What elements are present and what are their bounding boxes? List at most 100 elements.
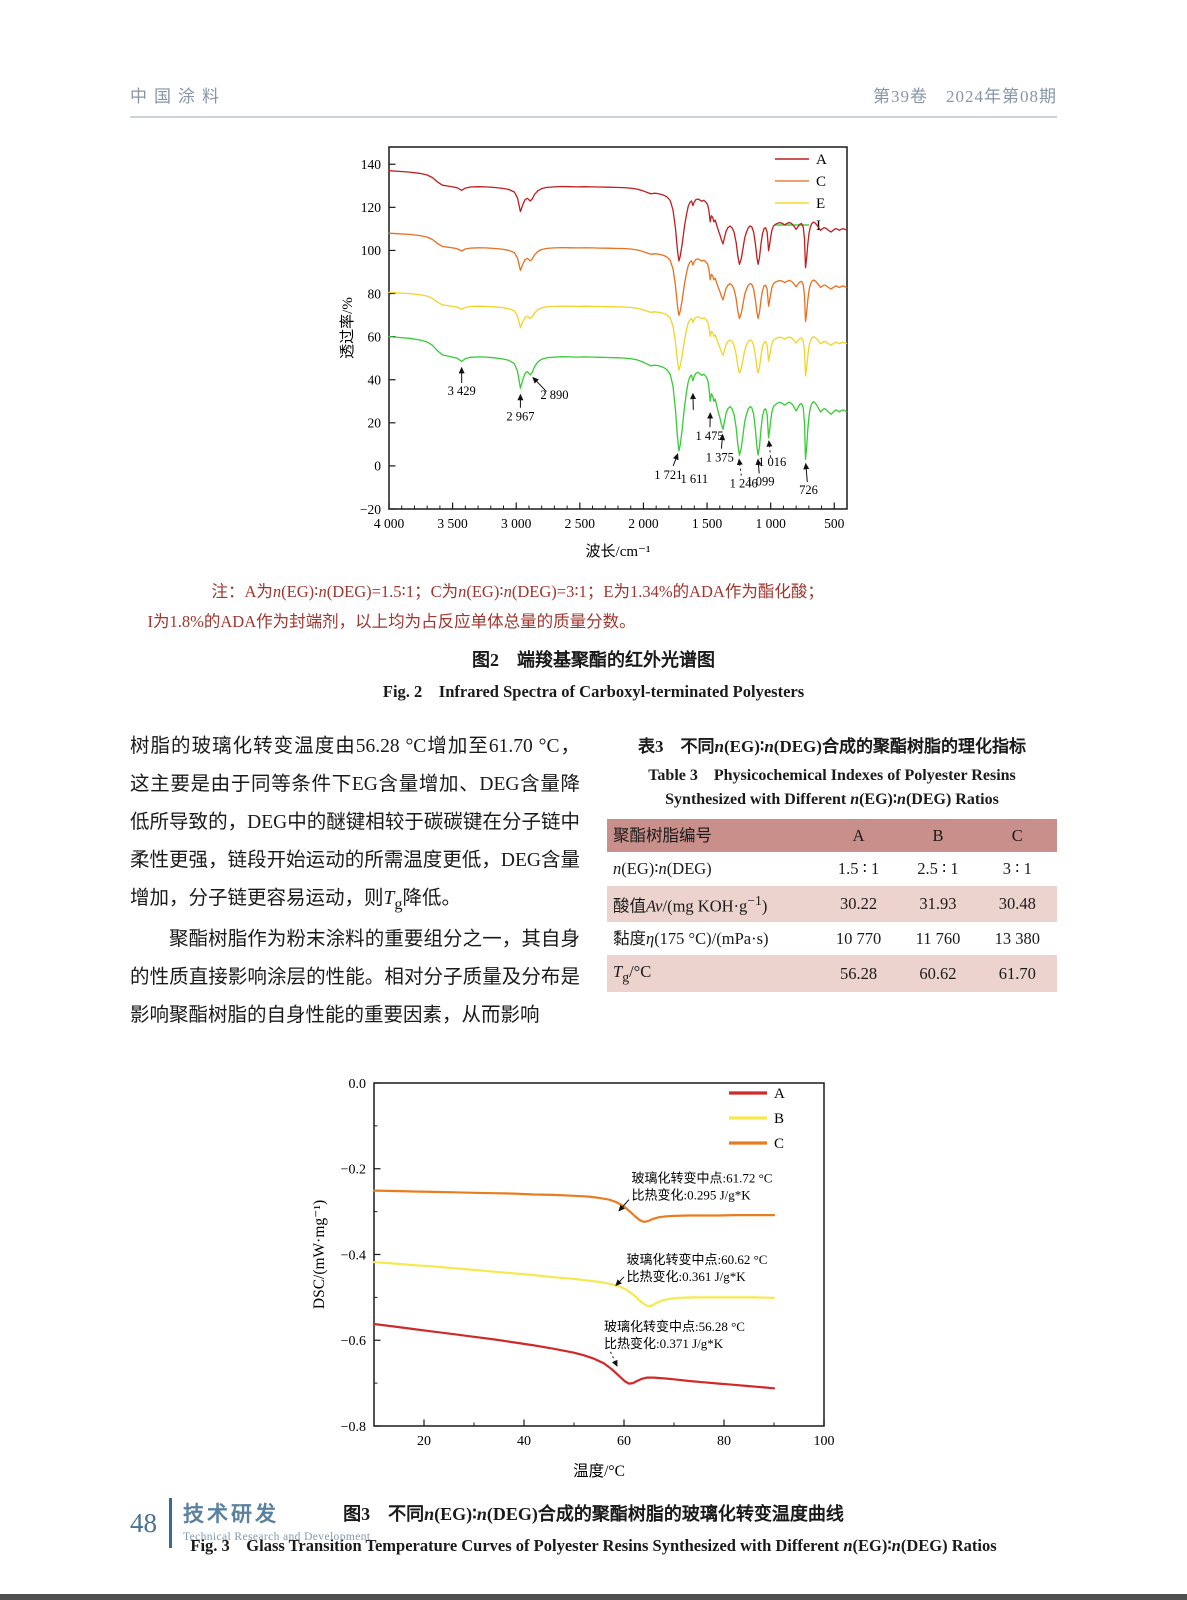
table-cell: 1.5 ∶ 1 [837,859,880,879]
table-cell: 10 770 [835,929,882,949]
page-footer: 48 技术研发 Technical Research and Developme… [130,1498,370,1548]
svg-text:726: 726 [799,483,818,497]
body-text-column: 树脂的玻璃化转变温度由56.28 °C增加至61.70 °C，这主要是由于同等条… [130,728,580,1035]
table-cell: 56.28 [818,955,899,992]
svg-text:0: 0 [374,459,381,474]
svg-text:80: 80 [717,1434,731,1449]
page-number: 48 [130,1507,157,1538]
table-cell: A [818,819,899,853]
figure-3-caption-en: Fig. 3 Glass Transition Temperature Curv… [190,1536,997,1556]
svg-text:透过率/%: 透过率/% [339,297,356,359]
svg-text:C: C [774,1136,784,1152]
svg-text:3 500: 3 500 [437,516,468,531]
figure-3: 20 40 60 80 100 0.0 −0.2 −0.4 −0.6 −0.8 温度/°C DSC/(… [130,1061,1057,1556]
table-cell: B [898,819,978,853]
table-3-title-zh: 表3 不同n(EG)∶n(DEG)合成的聚酯树脂的理化指标 [638,737,1026,757]
svg-text:C: C [816,174,826,190]
table-cell: 聚酯树脂编号 [607,819,819,853]
table-cell: 2.5 ∶ 1 [917,859,959,879]
svg-text:2 967: 2 967 [506,410,534,424]
table-row: n(EG)∶n(DEG) 1.5 ∶ 1 2.5 ∶ 1 3 ∶ 1 [607,852,1057,885]
svg-text:1 475: 1 475 [695,429,723,443]
svg-text:60: 60 [617,1434,631,1449]
figure-2-caption-en: Fig. 2 Infrared Spectra of Carboxyl-term… [382,682,805,702]
svg-text:I: I [816,218,821,234]
note-line-2: I为1.8%的ADA作为封端剂，以上均为占反应单体总量的质量分数。 [147,611,636,631]
table-cell: n(EG)∶n(DEG) [613,859,712,879]
svg-text:−20: −20 [359,502,380,517]
svg-text:玻璃化转变中点:61.72 °C: 玻璃化转变中点:61.72 °C [631,1171,772,1186]
svg-text:120: 120 [360,200,381,215]
ir-spectra-chart: 4 000 3 500 3 000 2 500 2 000 1 500 1 000 500 −2… [339,146,848,560]
table-cell: 30.22 [818,885,899,923]
svg-text:500: 500 [824,516,845,531]
svg-text:A: A [774,1086,785,1102]
svg-text:−0.2: −0.2 [340,1163,365,1178]
svg-text:20: 20 [367,416,381,431]
svg-text:80: 80 [367,286,381,301]
svg-text:4 000: 4 000 [373,516,404,531]
svg-text:温度/°C: 温度/°C [573,1462,625,1480]
svg-text:A: A [816,152,827,168]
table-row: 酸值Av/(mg KOH·g−1) 30.22 31.93 30.48 [607,885,1057,923]
table-cell: 61.70 [977,955,1057,992]
svg-text:100: 100 [813,1434,834,1449]
table-cell: 13 380 [994,929,1040,949]
svg-text:1 375: 1 375 [705,451,733,465]
ir-spectra-chart-host: 4 000 3 500 3 000 2 500 2 000 1 500 1 000 500 −2… [339,134,849,571]
section-name-zh: 技术研发 [183,1502,279,1527]
svg-text:比热变化:0.371 J/g*K: 比热变化:0.371 J/g*K [604,1336,724,1351]
svg-text:1 016: 1 016 [758,455,786,469]
svg-text:比热变化:0.295 J/g*K: 比热变化:0.295 J/g*K [631,1188,751,1203]
svg-text:20: 20 [417,1434,431,1449]
svg-text:E: E [816,196,825,212]
svg-text:3 000: 3 000 [501,516,532,531]
svg-text:3 429: 3 429 [447,384,475,398]
svg-text:1 611: 1 611 [680,472,708,486]
svg-text:1 500: 1 500 [691,516,722,531]
journal-name: 中国涂料 [130,87,226,106]
figure-2: 4 000 3 500 3 000 2 500 2 000 1 500 1 000 500 −2… [130,134,1057,702]
note-line-1: 注：A为n(EG)∶n(DEG)=1.5∶1；C为n(EG)∶n(DEG)=3∶… [211,582,824,601]
svg-text:玻璃化转变中点:60.62 °C: 玻璃化转变中点:60.62 °C [626,1252,767,1267]
table-cell: 3 ∶ 1 [1002,859,1032,879]
svg-text:2 890: 2 890 [540,388,568,402]
table-row: 黏度η(175 °C)/(mPa·s) 10 770 11 760 13 380 [607,922,1057,955]
table-cell: C [977,819,1057,853]
table-cell: 酸值Av/(mg KOH·g−1) [607,885,819,923]
table-row: 聚酯树脂编号 A B C [607,819,1057,853]
table-column: 表3 不同n(EG)∶n(DEG)合成的聚酯树脂的理化指标 Table 3 Ph… [607,728,1057,1035]
table-cell: 31.93 [898,885,978,923]
svg-text:1 721: 1 721 [654,468,682,482]
svg-text:−0.4: −0.4 [340,1248,365,1263]
svg-text:B: B [774,1111,784,1127]
svg-text:1 099: 1 099 [746,474,774,488]
table-3-title-en-1: Table 3 Physicochemical Indexes of Polye… [648,767,1016,785]
svg-text:1 246: 1 246 [729,476,757,490]
page-header: 中国涂料 第39卷 2024年第08期 [130,0,1057,118]
figure-3-caption-zh: 图3 不同n(EG)∶n(DEG)合成的聚酯树脂的玻璃化转变温度曲线 [343,1504,844,1525]
dsc-chart-host: 20 40 60 80 100 0.0 −0.2 −0.4 −0.6 −0.8 温度/°C DSC/(… [309,1061,879,1490]
volume-issue: 第39卷 2024年第08期 [873,87,1057,106]
dsc-chart: 20 40 60 80 100 0.0 −0.2 −0.4 −0.6 −0.8 温度/°C DSC/(… [311,1077,835,1480]
svg-text:40: 40 [517,1434,531,1449]
svg-text:0.0: 0.0 [348,1077,366,1092]
svg-text:玻璃化转变中点:56.28 °C: 玻璃化转变中点:56.28 °C [604,1319,745,1334]
svg-text:60: 60 [367,329,381,344]
svg-text:100: 100 [360,243,381,258]
svg-text:140: 140 [360,157,381,172]
section-name-en: Technical Research and Development [183,1530,371,1543]
svg-text:DSC/(mW·mg⁻¹): DSC/(mW·mg⁻¹) [311,1200,328,1309]
table-cell: 30.48 [977,885,1057,923]
figure-2-note: 注：A为n(EG)∶n(DEG)=1.5∶1；C为n(EG)∶n(DEG)=3∶… [148,577,1040,636]
page-edge-strip [0,1594,1187,1600]
table-row: Tg/°C 56.28 60.62 61.70 [607,955,1057,992]
two-column-section: 树脂的玻璃化转变温度由56.28 °C增加至61.70 °C，这主要是由于同等条… [130,728,1057,1035]
svg-text:1 000: 1 000 [755,516,786,531]
table-cell: Tg/°C [607,955,819,992]
svg-text:波长/cm⁻¹: 波长/cm⁻¹ [585,543,650,560]
table-cell: 11 760 [915,929,961,949]
svg-text:2 500: 2 500 [564,516,595,531]
